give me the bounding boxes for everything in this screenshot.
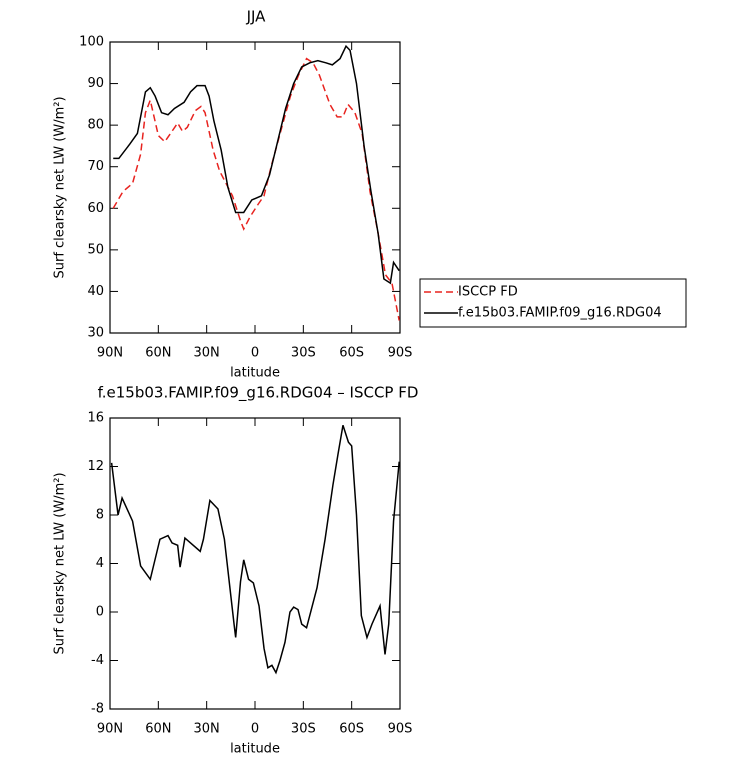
x-axis-label: latitude [230,742,280,757]
y-tick-label: -4 [91,653,104,668]
y-tick-label: 8 [96,508,104,523]
x-tick-label: 60S [339,722,364,737]
y-tick-label: 100 [79,35,104,50]
x-tick-label: 90N [97,722,123,737]
x-tick-label: 60N [145,346,171,361]
x-tick-label: 30S [291,722,316,737]
x-tick-label: 0 [251,346,259,361]
y-tick-label: 50 [87,242,104,257]
chart-title: f.e15b03.FAMIP.f09_g16.RDG04 – ISCCP FD [98,384,419,403]
chart-title: JJA [246,8,267,26]
y-tick-label: -8 [91,702,104,717]
x-tick-label: 30N [194,722,220,737]
x-tick-label: 90S [388,346,413,361]
x-tick-label: 90S [388,722,413,737]
y-tick-label: 0 [96,605,104,620]
y-tick-label: 30 [87,326,104,341]
x-tick-label: 90N [97,346,123,361]
y-tick-label: 60 [87,201,104,216]
x-tick-label: 30N [194,346,220,361]
x-tick-label: 0 [251,722,259,737]
y-tick-label: 12 [87,459,104,474]
legend-label: f.e15b03.FAMIP.f09_g16.RDG04 [458,306,662,321]
y-tick-label: 40 [87,284,104,299]
y-axis-label: Surf clearsky net LW (W/m²) [53,96,68,278]
x-tick-label: 60S [339,346,364,361]
y-axis-label: Surf clearsky net LW (W/m²) [53,472,68,654]
y-tick-label: 4 [96,556,104,571]
data-line [110,425,400,675]
legend-box [419,278,687,328]
y-tick-label: 70 [87,159,104,174]
x-tick-label: 30S [291,346,316,361]
y-tick-label: 90 [87,76,104,91]
x-tick-label: 60N [145,722,171,737]
legend-label: ISCCP FD [458,285,518,300]
data-line [112,57,400,321]
y-tick-label: 80 [87,118,104,133]
y-tick-label: 16 [87,411,104,426]
x-axis-label: latitude [230,366,280,381]
data-line [113,44,400,285]
